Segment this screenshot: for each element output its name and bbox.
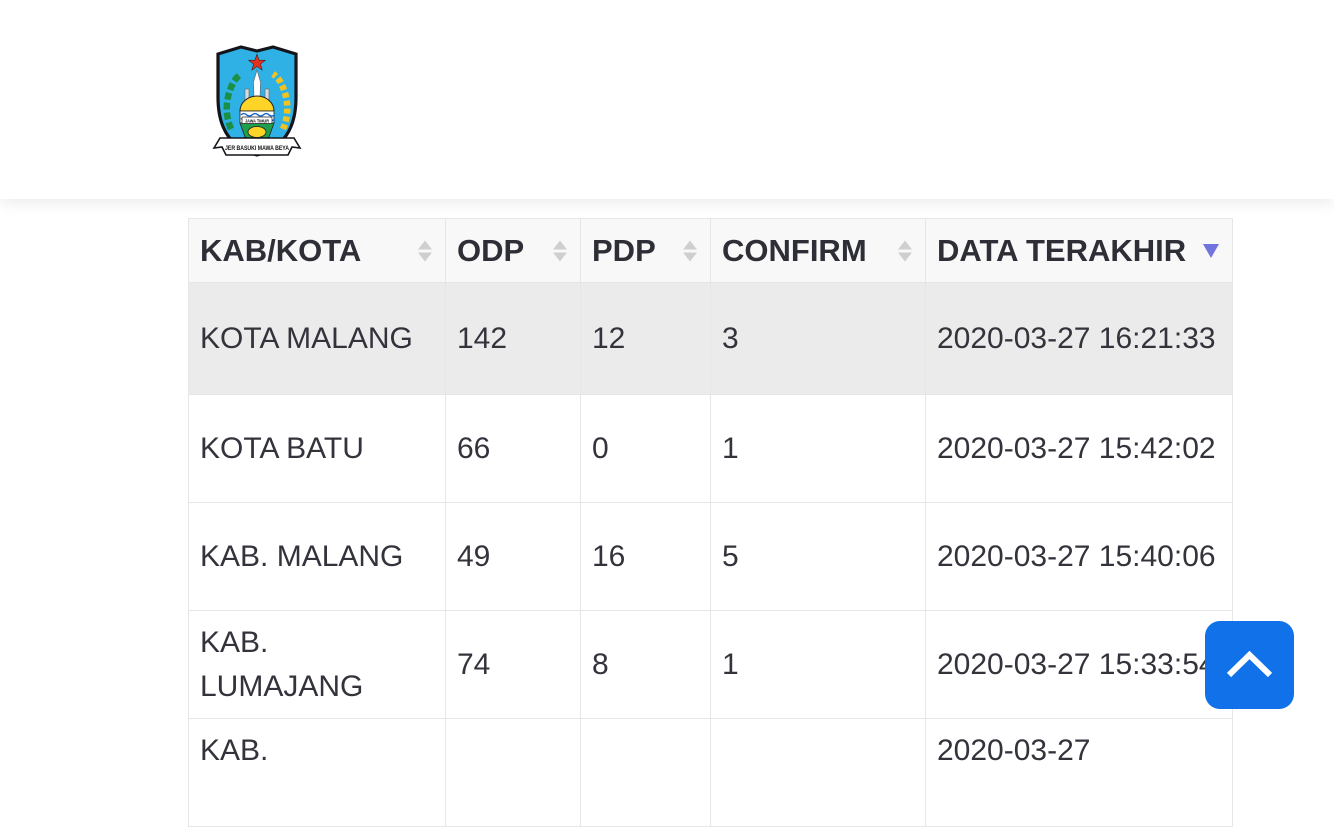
- cell-data-terakhir: 2020-03-27 15:40:06: [925, 502, 1233, 611]
- cell-kab-kota: KAB. MALANG: [188, 502, 446, 611]
- cell-odp: 74: [445, 610, 581, 719]
- cell-data-terakhir: 2020-03-27 15:42:02: [925, 394, 1233, 503]
- column-label: ODP: [457, 232, 525, 268]
- cell-odp: [445, 718, 581, 827]
- column-header-confirm[interactable]: CONFIRM: [710, 218, 926, 283]
- cell-data-terakhir: 2020-03-27 16:21:33: [925, 282, 1233, 395]
- sort-both-icon: [683, 240, 697, 261]
- column-label: CONFIRM: [722, 232, 867, 268]
- cell-kab-kota: KAB.: [188, 718, 446, 827]
- top-navbar: JAWA TIMUR JER BASUKI MAWA BEYA: [0, 0, 1334, 199]
- jawa-timur-logo[interactable]: JAWA TIMUR JER BASUKI MAWA BEYA: [211, 36, 303, 160]
- table-row: KAB. LUMAJANG 74 8 1 2020-03-27 15:33:54: [188, 610, 1233, 719]
- scroll-to-top-button[interactable]: [1205, 621, 1294, 709]
- cell-confirm: [710, 718, 926, 827]
- covid-data-table: KAB/KOTA ODP PDP CONFIRM DATA TERAKHIR: [188, 218, 1233, 827]
- column-header-odp[interactable]: ODP: [445, 218, 581, 283]
- column-header-pdp[interactable]: PDP: [580, 218, 711, 283]
- cell-kab-kota: KOTA MALANG: [188, 282, 446, 395]
- cell-pdp: 16: [580, 502, 711, 611]
- sort-both-icon: [418, 240, 432, 261]
- table-row: KAB. MALANG 49 16 5 2020-03-27 15:40:06: [188, 502, 1233, 611]
- chevron-up-icon: [1226, 650, 1273, 678]
- cell-pdp: 0: [580, 394, 711, 503]
- cell-confirm: 1: [710, 394, 926, 503]
- cell-pdp: 12: [580, 282, 711, 395]
- jawa-timur-emblem-icon: JAWA TIMUR JER BASUKI MAWA BEYA: [212, 45, 302, 157]
- cell-data-terakhir: 2020-03-27 15:33:54: [925, 610, 1233, 719]
- table-row: KOTA MALANG 142 12 3 2020-03-27 16:21:33: [188, 282, 1233, 395]
- sort-desc-icon: [1203, 243, 1219, 258]
- cell-confirm: 1: [710, 610, 926, 719]
- hamburger-menu-button[interactable]: [1090, 83, 1151, 116]
- table-body: KOTA MALANG 142 12 3 2020-03-27 16:21:33…: [188, 282, 1233, 827]
- sort-both-icon: [553, 240, 567, 261]
- cell-kab-kota: KAB. LUMAJANG: [188, 610, 446, 719]
- cell-odp: 49: [445, 502, 581, 611]
- cell-confirm: 3: [710, 282, 926, 395]
- cell-confirm: 5: [710, 502, 926, 611]
- column-label: PDP: [592, 232, 656, 268]
- cell-odp: 66: [445, 394, 581, 503]
- column-label: DATA TERAKHIR: [937, 232, 1187, 268]
- cell-odp: 142: [445, 282, 581, 395]
- cell-data-terakhir: 2020-03-27: [925, 718, 1233, 827]
- table-header: KAB/KOTA ODP PDP CONFIRM DATA TERAKHIR: [188, 218, 1233, 283]
- logo-motto-text: JER BASUKI MAWA BEYA: [225, 146, 290, 152]
- column-label: KAB/KOTA: [200, 232, 362, 268]
- table-row: KOTA BATU 66 0 1 2020-03-27 15:42:02: [188, 394, 1233, 503]
- cell-kab-kota: KOTA BATU: [188, 394, 446, 503]
- logo-banner-text: JAWA TIMUR: [245, 118, 270, 123]
- column-header-kab-kota[interactable]: KAB/KOTA: [188, 218, 446, 283]
- column-header-data-terakhir[interactable]: DATA TERAKHIR: [925, 218, 1233, 283]
- table-row: KAB. 2020-03-27: [188, 718, 1233, 827]
- cell-pdp: 8: [580, 610, 711, 719]
- sort-both-icon: [898, 240, 912, 261]
- cell-pdp: [580, 718, 711, 827]
